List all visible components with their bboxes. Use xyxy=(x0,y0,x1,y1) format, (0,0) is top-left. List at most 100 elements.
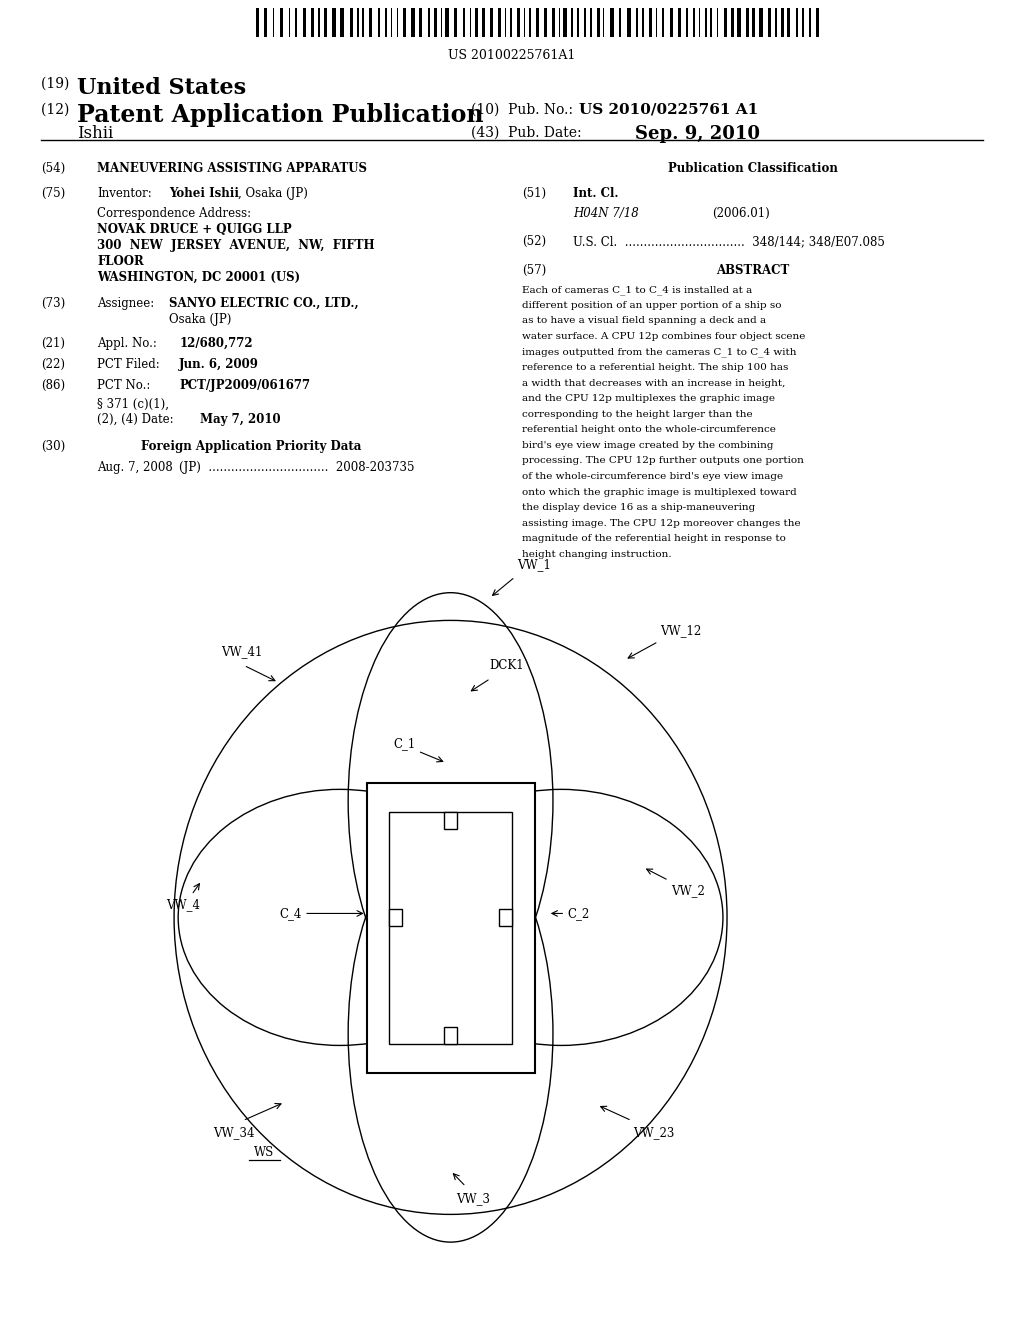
Text: reference to a referential height. The ship 100 has: reference to a referential height. The s… xyxy=(522,363,788,372)
FancyBboxPatch shape xyxy=(499,8,501,37)
FancyBboxPatch shape xyxy=(745,8,749,37)
FancyBboxPatch shape xyxy=(412,8,415,37)
Bar xyxy=(499,908,512,927)
FancyBboxPatch shape xyxy=(670,8,673,37)
Text: Aug. 7, 2008: Aug. 7, 2008 xyxy=(97,461,173,474)
Text: MANEUVERING ASSISTING APPARATUS: MANEUVERING ASSISTING APPARATUS xyxy=(97,162,368,176)
FancyBboxPatch shape xyxy=(552,8,555,37)
FancyBboxPatch shape xyxy=(369,8,373,37)
FancyBboxPatch shape xyxy=(705,8,707,37)
Text: as to have a visual field spanning a deck and a: as to have a visual field spanning a dec… xyxy=(522,317,766,325)
Text: (43)  Pub. Date:: (43) Pub. Date: xyxy=(471,125,582,140)
Text: Inventor:: Inventor: xyxy=(97,187,152,201)
Text: DCK1: DCK1 xyxy=(489,659,524,672)
FancyBboxPatch shape xyxy=(816,8,819,37)
Text: (19): (19) xyxy=(41,77,74,91)
FancyBboxPatch shape xyxy=(272,8,274,37)
FancyBboxPatch shape xyxy=(803,8,804,37)
FancyBboxPatch shape xyxy=(781,8,783,37)
Text: VW_34: VW_34 xyxy=(213,1126,255,1139)
Text: NOVAK DRUCE + QUIGG LLP: NOVAK DRUCE + QUIGG LLP xyxy=(97,223,292,236)
FancyBboxPatch shape xyxy=(642,8,643,37)
Text: , Osaka (JP): , Osaka (JP) xyxy=(238,187,307,201)
FancyBboxPatch shape xyxy=(356,8,359,37)
Text: (21): (21) xyxy=(41,337,65,350)
Text: C_2: C_2 xyxy=(567,907,590,920)
FancyBboxPatch shape xyxy=(591,8,593,37)
Text: of the whole-circumference bird's eye view image: of the whole-circumference bird's eye vi… xyxy=(522,473,783,480)
Text: Sep. 9, 2010: Sep. 9, 2010 xyxy=(635,125,760,144)
Text: US 20100225761A1: US 20100225761A1 xyxy=(449,49,575,62)
FancyBboxPatch shape xyxy=(419,8,422,37)
FancyBboxPatch shape xyxy=(537,8,539,37)
Text: processing. The CPU 12p further outputs one portion: processing. The CPU 12p further outputs … xyxy=(522,457,804,466)
FancyBboxPatch shape xyxy=(636,8,638,37)
FancyBboxPatch shape xyxy=(378,8,380,37)
FancyBboxPatch shape xyxy=(809,8,811,37)
Text: WS: WS xyxy=(254,1146,274,1159)
Text: (54): (54) xyxy=(41,162,66,176)
Text: (52): (52) xyxy=(522,235,547,248)
FancyBboxPatch shape xyxy=(317,8,321,37)
FancyBboxPatch shape xyxy=(731,8,734,37)
Text: 12/680,772: 12/680,772 xyxy=(179,337,253,350)
FancyBboxPatch shape xyxy=(470,8,471,37)
FancyBboxPatch shape xyxy=(303,8,306,37)
Ellipse shape xyxy=(174,620,727,1214)
FancyBboxPatch shape xyxy=(289,8,291,37)
FancyBboxPatch shape xyxy=(628,8,631,37)
Text: bird's eye view image created by the combining: bird's eye view image created by the com… xyxy=(522,441,774,450)
FancyBboxPatch shape xyxy=(699,8,700,37)
Text: (73): (73) xyxy=(41,297,66,310)
Text: water surface. A CPU 12p combines four object scene: water surface. A CPU 12p combines four o… xyxy=(522,331,806,341)
Text: Int. Cl.: Int. Cl. xyxy=(573,187,618,201)
Text: (75): (75) xyxy=(41,187,66,201)
Text: VW_4: VW_4 xyxy=(166,898,200,911)
FancyBboxPatch shape xyxy=(649,8,652,37)
FancyBboxPatch shape xyxy=(796,8,798,37)
FancyBboxPatch shape xyxy=(440,8,442,37)
Text: WASHINGTON, DC 20001 (US): WASHINGTON, DC 20001 (US) xyxy=(97,271,300,284)
Text: (2006.01): (2006.01) xyxy=(712,207,769,220)
FancyBboxPatch shape xyxy=(620,8,622,37)
FancyBboxPatch shape xyxy=(578,8,579,37)
Text: VW_3: VW_3 xyxy=(456,1192,490,1205)
FancyBboxPatch shape xyxy=(753,8,755,37)
Text: VW_12: VW_12 xyxy=(660,624,701,638)
Bar xyxy=(389,908,402,927)
Text: U.S. Cl.  ................................  348/144; 348/E07.085: U.S. Cl. ...............................… xyxy=(573,235,886,248)
FancyBboxPatch shape xyxy=(655,8,657,37)
FancyBboxPatch shape xyxy=(349,8,353,37)
FancyBboxPatch shape xyxy=(737,8,741,37)
FancyBboxPatch shape xyxy=(678,8,681,37)
FancyBboxPatch shape xyxy=(445,8,449,37)
FancyBboxPatch shape xyxy=(403,8,406,37)
Text: C_3: C_3 xyxy=(381,1032,403,1045)
Text: Each of cameras C_1 to C_4 is installed at a: Each of cameras C_1 to C_4 is installed … xyxy=(522,285,753,294)
FancyBboxPatch shape xyxy=(340,8,344,37)
Text: United States: United States xyxy=(77,77,246,99)
FancyBboxPatch shape xyxy=(584,8,586,37)
FancyBboxPatch shape xyxy=(362,8,364,37)
Text: the display device 16 as a ship-maneuvering: the display device 16 as a ship-maneuver… xyxy=(522,503,756,512)
FancyBboxPatch shape xyxy=(490,8,494,37)
Text: a width that decreases with an increase in height,: a width that decreases with an increase … xyxy=(522,379,785,388)
Text: (51): (51) xyxy=(522,187,547,201)
Text: magnitude of the referential height in response to: magnitude of the referential height in r… xyxy=(522,535,786,544)
Text: (86): (86) xyxy=(41,379,66,392)
Text: assisting image. The CPU 12p moreover changes the: assisting image. The CPU 12p moreover ch… xyxy=(522,519,801,528)
Text: VW_23: VW_23 xyxy=(633,1126,674,1139)
Text: PCT Filed:: PCT Filed: xyxy=(97,358,160,371)
Text: C_4: C_4 xyxy=(280,907,302,920)
FancyBboxPatch shape xyxy=(385,8,387,37)
Text: height changing instruction.: height changing instruction. xyxy=(522,550,672,558)
FancyBboxPatch shape xyxy=(724,8,727,37)
Text: SANYO ELECTRIC CO., LTD.,: SANYO ELECTRIC CO., LTD., xyxy=(169,297,358,310)
Bar xyxy=(367,783,535,1073)
Text: corresponding to the height larger than the: corresponding to the height larger than … xyxy=(522,409,753,418)
FancyBboxPatch shape xyxy=(603,8,604,37)
FancyBboxPatch shape xyxy=(482,8,485,37)
Text: Correspondence Address:: Correspondence Address: xyxy=(97,207,252,220)
Text: § 371 (c)(1),: § 371 (c)(1), xyxy=(97,397,169,411)
Text: (57): (57) xyxy=(522,264,547,277)
